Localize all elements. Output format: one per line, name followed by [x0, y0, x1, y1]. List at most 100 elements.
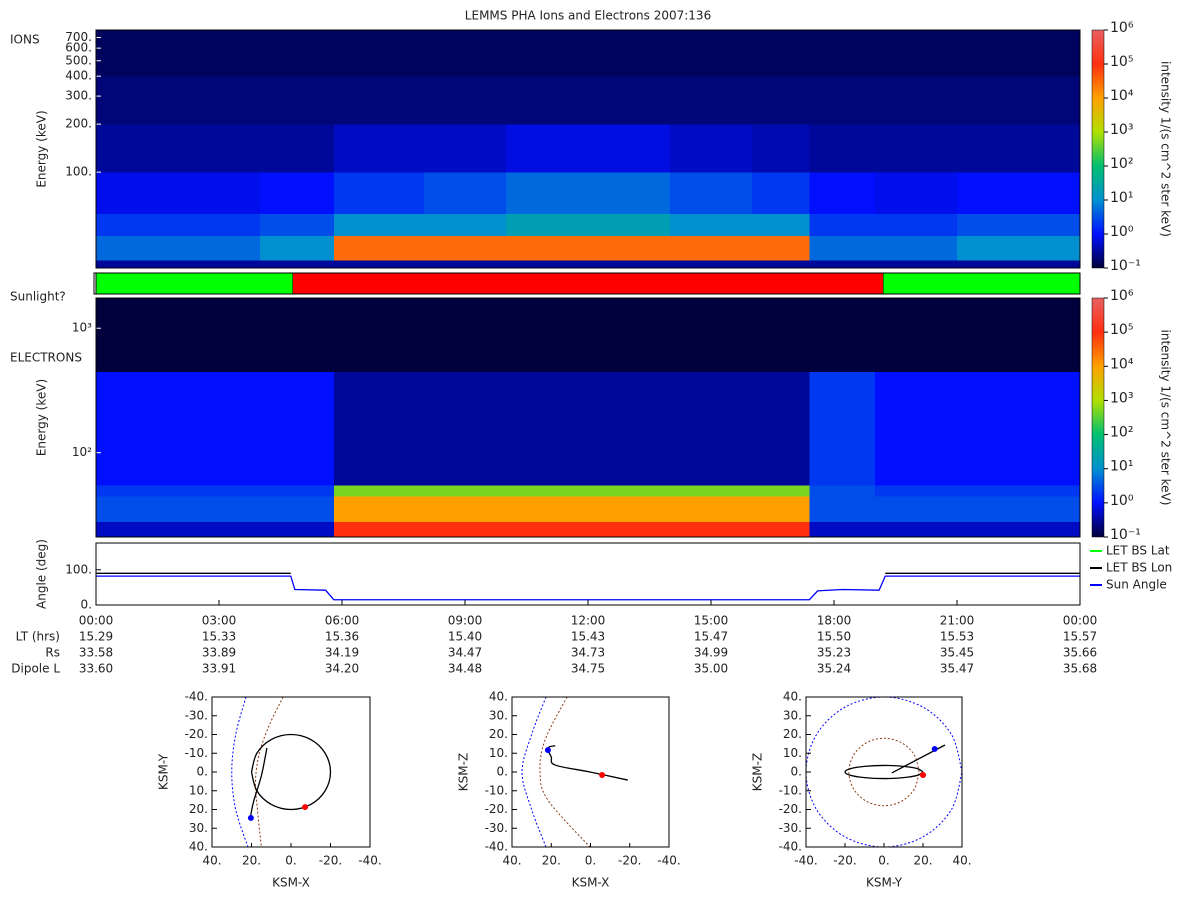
heatmap-cell: [670, 484, 753, 497]
heatmap-cell: [588, 172, 671, 214]
x-tick-label: 40.: [952, 854, 971, 868]
heatmap-cell: [875, 124, 958, 173]
ephemeris-value: 34.19: [325, 646, 359, 660]
x-tick-label: -40.: [657, 854, 680, 868]
heatmap-cell: [96, 76, 179, 125]
heatmap-cell: [670, 495, 753, 522]
panel-orbit: KSM-Y KSM-X 40. 20. 0. -20. -40. -40. -30. -20. -1…: [157, 690, 382, 890]
heatmap-cell: [752, 213, 810, 236]
orbit-plot: [521, 697, 628, 847]
heatmap-cell: [333, 76, 425, 125]
x-tick-label: 03:00: [202, 614, 237, 628]
heatmap-cell: [670, 124, 753, 173]
heatmap-cell: [875, 260, 958, 269]
heatmap-cell: [670, 172, 753, 214]
heatmap-cell: [424, 371, 507, 486]
heatmap-cell: [260, 521, 335, 538]
heatmap-cell: [178, 30, 261, 77]
x-tick-label: 21:00: [940, 614, 975, 628]
y-tick-label: 20.: [189, 802, 208, 816]
heatmap-cell: [96, 371, 179, 486]
y-tick-label: 10.: [783, 746, 802, 760]
ephemeris-value: 15.43: [571, 630, 605, 644]
heatmap-cell: [670, 76, 753, 125]
y-tick-label: 700.: [65, 30, 92, 44]
x-tick-label: 00:00: [79, 614, 114, 628]
orbit-plot: [231, 697, 332, 847]
heatmap-cell: [506, 495, 589, 522]
heatmap-cell: [424, 495, 507, 522]
heatmap-cell: [260, 76, 335, 125]
y-tick-label: 20.: [489, 727, 508, 741]
ephemeris-value: 34.20: [325, 662, 359, 676]
y-tick-label: -10.: [779, 783, 802, 797]
heatmap-cell: [752, 260, 810, 269]
colorbar-tick-label: 10⁰: [1110, 493, 1134, 509]
ephemeris-value: 15.53: [940, 630, 974, 644]
y-tick-label: 0.: [81, 598, 92, 612]
heatmap-cell: [875, 484, 958, 497]
heatmap-cell: [260, 235, 335, 261]
heatmap-cell: [96, 484, 179, 497]
heatmap-cell: [333, 371, 425, 486]
ephemeris-value: 15.40: [448, 630, 482, 644]
y-tick-label: -30.: [485, 821, 508, 835]
y-tick-label: -40.: [185, 690, 208, 704]
heatmap-cell: [809, 30, 876, 77]
heatmap-cell: [588, 495, 671, 522]
heatmap-cell: [333, 484, 425, 497]
heatmap-cell: [957, 213, 1081, 236]
heatmap-cell: [178, 260, 261, 269]
heatmap-cell: [424, 30, 507, 77]
y-tick-label: 500.: [65, 53, 92, 67]
heatmap-cell: [178, 298, 261, 372]
x-tick-label: 06:00: [325, 614, 360, 628]
heatmap-cell: [506, 30, 589, 77]
heatmap-cell: [333, 213, 425, 236]
x-tick-label: 40.: [502, 854, 521, 868]
orbit-curve: [231, 697, 249, 847]
heatmap-cell: [957, 521, 1081, 538]
position-marker: [544, 747, 551, 754]
heatmap-cell: [809, 371, 876, 486]
ephemeris-value: 33.89: [202, 646, 236, 660]
y-axis-label: Energy (keV): [35, 110, 49, 187]
y-tick-label: -40.: [485, 840, 508, 854]
position-marker: [302, 804, 309, 811]
heatmap-cell: [752, 521, 810, 538]
heatmap-cell: [957, 235, 1081, 261]
heatmap-cell: [875, 495, 958, 522]
plot-frame: [511, 696, 670, 848]
plot-frame: [805, 696, 963, 848]
y-tick-label: 0.: [791, 765, 802, 779]
heatmap-cell: [670, 521, 753, 538]
ephemeris-row-label: Rs: [45, 646, 60, 660]
y-tick-label: -40.: [779, 840, 802, 854]
y-tick-label: 10.: [489, 746, 508, 760]
heatmap-cell: [260, 213, 335, 236]
plot-frame: [95, 272, 1081, 295]
ephemeris-value: 35.66: [1063, 646, 1097, 660]
sunlight-segment: [882, 272, 1081, 295]
heatmap-cell: [96, 298, 179, 372]
series-line: [96, 575, 1080, 601]
heatmap-cell: [809, 124, 876, 173]
heatmap-cell: [333, 495, 425, 522]
heatmap-cell: [752, 495, 810, 522]
y-tick-label: 10²: [72, 445, 92, 459]
y-tick-label: 20.: [783, 727, 802, 741]
orbit-curve: [539, 697, 591, 847]
y-tick-label: -20.: [485, 802, 508, 816]
heatmap-cell: [809, 172, 876, 214]
colorbar-ticks: 10⁻¹ 10⁰ 10¹ 10² 10³ 10⁴ 10⁵ 10⁶: [1104, 288, 1141, 543]
colorbar-tick-label: 10³: [1110, 390, 1133, 406]
x-tick-label: 12:00: [571, 614, 606, 628]
position-marker: [920, 772, 926, 778]
colorbar-tick-label: 10²: [1110, 156, 1133, 172]
heatmap-cell: [178, 172, 261, 214]
panel-heatmap: ELECTRONS Energy (keV) 10⁻¹ 10⁰ 10¹ 10² 10³ 10⁴…: [10, 288, 1173, 543]
panel-orbit: KSM-Z KSM-Y -40. -20. 0. 20. 40. -40. -30. -20. -1…: [751, 690, 972, 890]
heatmap-cell: [178, 235, 261, 261]
heatmap-cell: [588, 213, 671, 236]
